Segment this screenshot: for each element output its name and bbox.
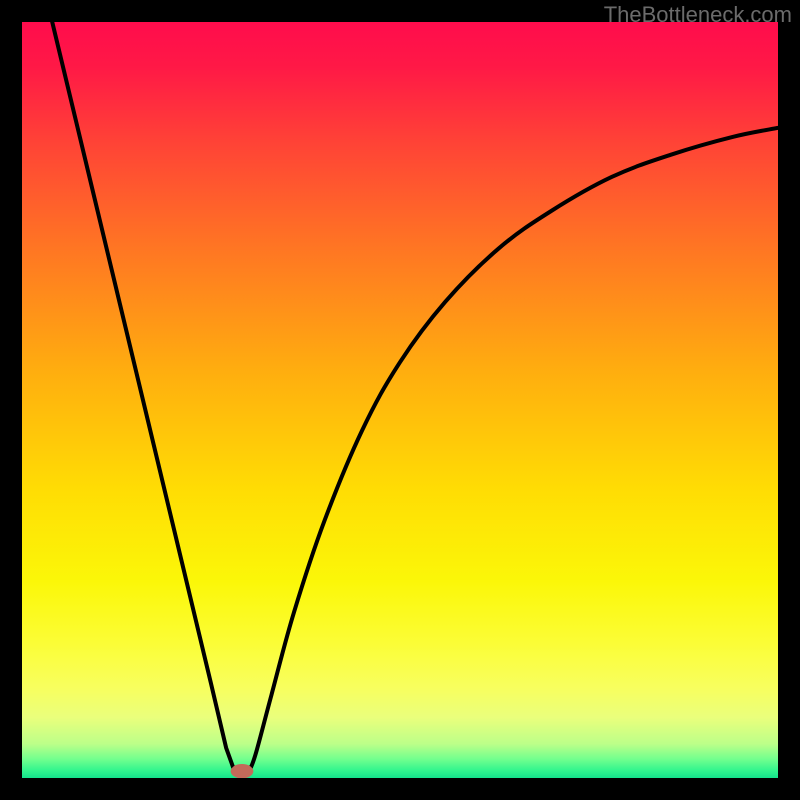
chart-background-gradient — [22, 22, 778, 778]
bottleneck-chart: TheBottleneck.com — [0, 0, 800, 800]
chart-svg — [0, 0, 800, 800]
minimum-marker — [231, 764, 254, 778]
